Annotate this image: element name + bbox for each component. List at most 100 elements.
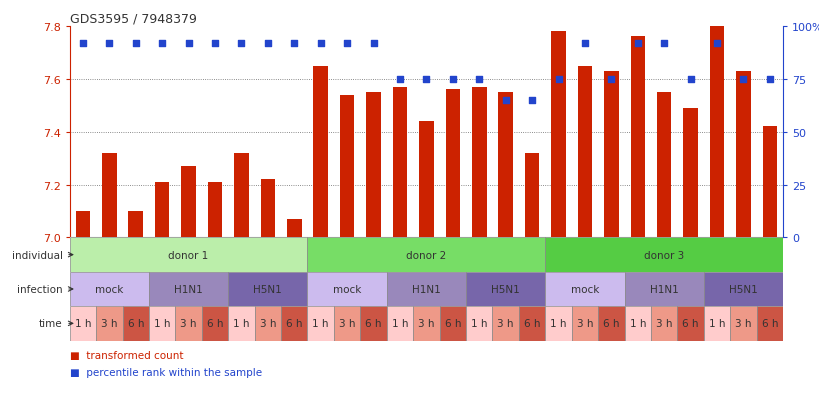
Bar: [70, 238, 307, 272]
Bar: [307, 306, 333, 341]
Text: 6 h: 6 h: [523, 318, 540, 329]
Bar: [498, 93, 513, 238]
Text: 1 h: 1 h: [312, 318, 328, 329]
Bar: [550, 32, 565, 238]
Text: 3 h: 3 h: [180, 318, 197, 329]
Bar: [597, 306, 624, 341]
Bar: [281, 306, 307, 341]
Bar: [260, 180, 275, 238]
Text: 3 h: 3 h: [655, 318, 672, 329]
Text: donor 3: donor 3: [643, 250, 684, 260]
Bar: [604, 72, 618, 238]
Bar: [387, 306, 413, 341]
Bar: [255, 306, 281, 341]
Point: [340, 40, 353, 47]
Text: 1 h: 1 h: [75, 318, 91, 329]
Bar: [96, 306, 122, 341]
Text: infection: infection: [17, 284, 62, 294]
Bar: [228, 306, 255, 341]
Bar: [413, 306, 439, 341]
Bar: [703, 306, 730, 341]
Bar: [518, 306, 545, 341]
Bar: [70, 306, 96, 341]
Bar: [181, 166, 196, 238]
Bar: [75, 211, 90, 238]
Text: 3 h: 3 h: [101, 318, 117, 329]
Bar: [524, 154, 539, 238]
Text: 6 h: 6 h: [681, 318, 698, 329]
Bar: [392, 88, 407, 238]
Text: H1N1: H1N1: [411, 284, 441, 294]
Bar: [545, 272, 624, 306]
Bar: [545, 238, 782, 272]
Text: 1 h: 1 h: [550, 318, 566, 329]
Bar: [630, 38, 645, 238]
Point: [102, 40, 115, 47]
Point: [182, 40, 195, 47]
Point: [472, 76, 485, 83]
Text: 1 h: 1 h: [233, 318, 250, 329]
Text: 1 h: 1 h: [629, 318, 645, 329]
Bar: [703, 272, 782, 306]
Point: [129, 40, 143, 47]
Text: ■  transformed count: ■ transformed count: [70, 350, 183, 360]
Bar: [70, 272, 149, 306]
Text: 1 h: 1 h: [154, 318, 170, 329]
Bar: [360, 306, 387, 341]
Bar: [175, 306, 201, 341]
Bar: [472, 88, 486, 238]
Text: 3 h: 3 h: [418, 318, 434, 329]
Text: mock: mock: [570, 284, 599, 294]
Bar: [735, 72, 750, 238]
Text: 1 h: 1 h: [708, 318, 725, 329]
Text: 1 h: 1 h: [391, 318, 408, 329]
Bar: [577, 66, 591, 238]
Point: [446, 76, 459, 83]
Bar: [656, 93, 671, 238]
Bar: [155, 183, 170, 238]
Point: [709, 40, 722, 47]
Bar: [339, 95, 354, 238]
Text: 6 h: 6 h: [602, 318, 619, 329]
Point: [577, 40, 590, 47]
Text: H5N1: H5N1: [253, 284, 282, 294]
Bar: [571, 306, 597, 341]
Bar: [465, 272, 545, 306]
Text: 6 h: 6 h: [127, 318, 144, 329]
Point: [604, 76, 618, 83]
Bar: [149, 306, 175, 341]
Point: [657, 40, 670, 47]
Bar: [366, 93, 380, 238]
Point: [683, 76, 696, 83]
Bar: [287, 219, 301, 238]
Bar: [676, 306, 703, 341]
Bar: [650, 306, 676, 341]
Bar: [465, 306, 492, 341]
Text: H5N1: H5N1: [491, 284, 519, 294]
Point: [736, 76, 749, 83]
Point: [631, 40, 644, 47]
Text: 3 h: 3 h: [497, 318, 514, 329]
Text: ■  percentile rank within the sample: ■ percentile rank within the sample: [70, 367, 261, 377]
Text: donor 1: donor 1: [168, 250, 209, 260]
Bar: [624, 306, 650, 341]
Text: individual: individual: [11, 250, 62, 260]
Text: H5N1: H5N1: [728, 284, 757, 294]
Text: 3 h: 3 h: [576, 318, 592, 329]
Bar: [762, 127, 776, 238]
Bar: [307, 272, 387, 306]
Bar: [313, 66, 328, 238]
Point: [261, 40, 274, 47]
Bar: [387, 272, 465, 306]
Text: mock: mock: [333, 284, 361, 294]
Text: 3 h: 3 h: [735, 318, 751, 329]
Bar: [234, 154, 248, 238]
Bar: [333, 306, 360, 341]
Bar: [624, 272, 703, 306]
Text: H1N1: H1N1: [649, 284, 678, 294]
Bar: [756, 306, 782, 341]
Bar: [149, 272, 228, 306]
Bar: [102, 154, 116, 238]
Point: [76, 40, 89, 47]
Bar: [545, 306, 571, 341]
